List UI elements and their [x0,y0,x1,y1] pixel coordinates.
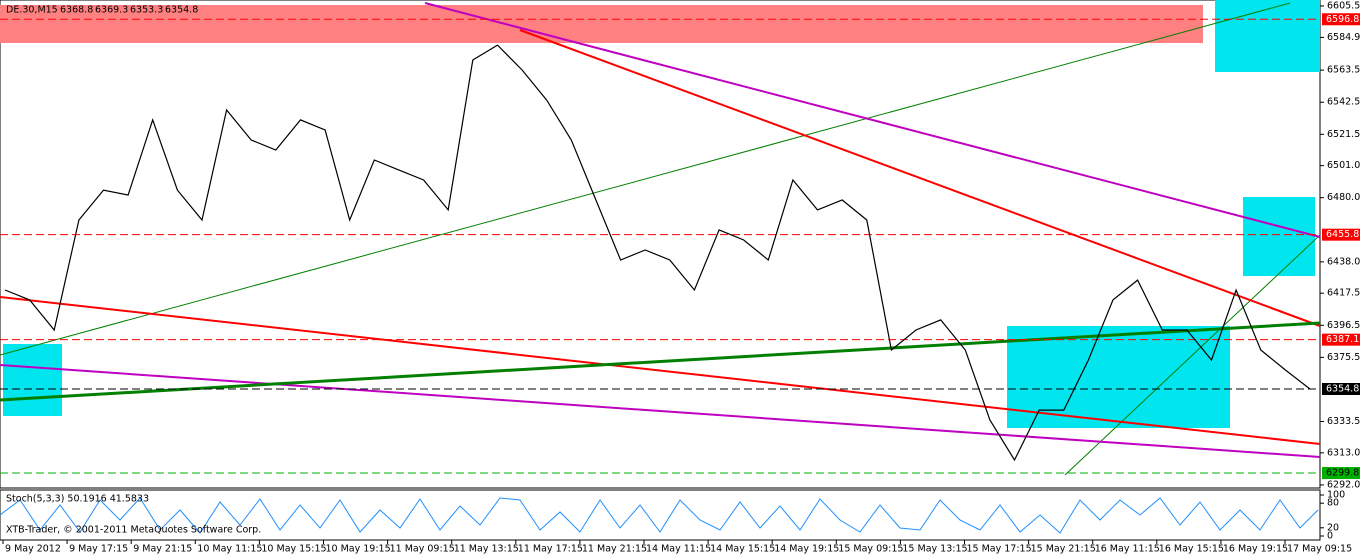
trend-line [0,321,1321,402]
trend-line [0,296,1321,445]
y-tick-label: 6313.0 [1327,447,1360,458]
level-label: 6596.8 [1326,14,1359,25]
y-tick-label: 6292.0 [1327,479,1360,490]
quote: 6354.8 [165,5,198,16]
zone [0,5,1203,43]
y-tick-label: 6438.0 [1327,256,1360,267]
level-box [1322,467,1360,480]
y-tick-label: 6521.5 [1327,129,1360,140]
y-tick-label: 6480.0 [1327,192,1360,203]
x-tick-label: 10 May 15:15 [261,544,326,555]
y-tick-label: 6501.0 [1327,160,1360,171]
x-tick-label: 16 May 19:15 [1223,544,1288,555]
y-tick-label: 6584.9 [1327,32,1360,43]
y-tick-label: 6563.5 [1327,65,1360,76]
y-tick-label: 6417.5 [1327,288,1360,299]
x-tick-label: 9 May 21:15 [133,544,192,555]
x-tick-label: 11 May 09:15 [390,544,455,555]
x-tick-label: 10 May 11:15 [197,544,262,555]
x-tick-label: 14 May 19:15 [774,544,839,555]
y-tick-label: 0 [1327,531,1333,542]
quote: 6368.8 [60,5,93,16]
price-line [4,44,1311,462]
x-tick-label: 16 May 11:15 [1095,544,1160,555]
level-label: 6299.8 [1326,468,1359,479]
y-tick-label: 20 [1327,522,1339,533]
zone [1007,326,1230,428]
x-tick-label: 14 May 15:15 [710,544,775,555]
oscillator-line [0,497,1319,534]
quote: 6369.3 [95,5,128,16]
y-tick-label: 6375.5 [1327,352,1360,363]
drawings [0,0,1321,476]
symbol: DE.30,M15 [6,5,58,16]
x-tick-label: 11 May 17:15 [518,544,583,555]
level-box [1322,228,1360,241]
quote: 6353.3 [130,5,163,16]
level-box [1322,333,1360,346]
zone [1215,0,1320,72]
level-box [1322,382,1360,395]
y-tick-label: 6542.5 [1327,97,1360,108]
x-tick-label: 15 May 13:15 [902,544,967,555]
x-tick-label: 14 May 11:15 [646,544,711,555]
trend-line [0,364,1321,458]
level-box [1322,13,1360,26]
trend-line [0,2,1291,356]
x-tick-label: 15 May 17:15 [967,544,1032,555]
trend-line [424,2,1321,238]
level-label: 6354.8 [1326,383,1359,394]
level-label: 6387.1 [1326,334,1359,345]
trend-line [519,29,1321,327]
level-label: 6455.8 [1326,229,1359,240]
y-tick-label: 6333.5 [1327,416,1360,427]
x-tick-label: 11 May 13:15 [454,544,519,555]
oscillator-title: Stoch(5,3,3) 50.1916 41.5833 [6,494,149,505]
copyright: XTB-Trader, © 2001-2011 MetaQuotes Softw… [6,525,261,536]
y-tick-label: 6396.5 [1327,320,1360,331]
y-tick-label: 100 [1327,490,1345,501]
x-tick-label: 15 May 21:15 [1031,544,1096,555]
x-tick-label: 15 May 09:15 [838,544,903,555]
x-tick-label: 11 May 21:15 [582,544,647,555]
x-tick-label: 17 May 09:15 [1287,544,1352,555]
x-tick-label: 9 May 17:15 [69,544,128,555]
y-tick-label: 80 [1327,498,1339,509]
zone [1243,197,1315,276]
zone [3,344,62,416]
trend-line [1064,234,1321,476]
x-tick-label: 10 May 19:15 [326,544,391,555]
y-tick-label: 6605.5 [1327,0,1360,11]
x-tick-label: 16 May 15:15 [1159,544,1224,555]
x-tick-label: 9 May 2012 [5,544,61,555]
